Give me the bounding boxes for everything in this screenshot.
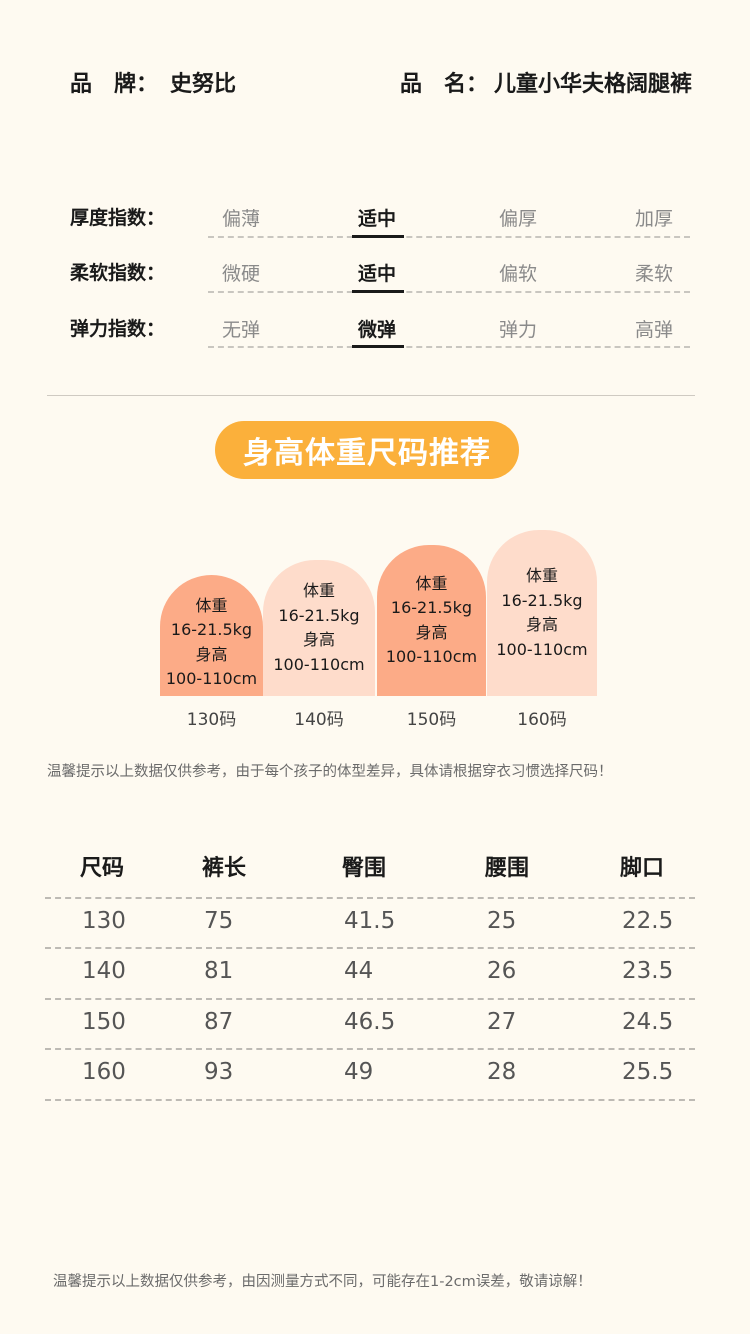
dashed-scale-line xyxy=(208,236,690,238)
product-name-label: 品 名： xyxy=(400,72,489,97)
table-header: 腰围 xyxy=(485,856,530,881)
index-option: 偏厚 xyxy=(499,208,538,230)
card-height: 100-110cm xyxy=(496,639,588,659)
divider xyxy=(47,395,695,396)
index-label: 弹力指数： xyxy=(70,318,166,340)
table-cell: 25.5 xyxy=(622,1058,674,1085)
table-cell: 130 xyxy=(82,908,126,934)
size-card: 体重 16-21.5kg 身高 100-110cm xyxy=(160,575,263,696)
selected-indicator xyxy=(352,235,404,238)
selected-indicator xyxy=(352,290,404,293)
table-cell: 46.5 xyxy=(344,1008,396,1035)
size-card: 体重 16-21.5kg 身高 100-110cm xyxy=(263,560,375,696)
table-divider xyxy=(45,998,695,1000)
selected-indicator xyxy=(352,345,404,348)
recommend-note: 温馨提示以上数据仅供参考，由于每个孩子的体型差异，具体请根据穿衣习惯选择尺码！ xyxy=(47,764,613,780)
index-option: 高弹 xyxy=(635,319,674,341)
card-weight-label: 体重 xyxy=(525,566,558,585)
table-cell: 24.5 xyxy=(622,1008,674,1035)
table-divider xyxy=(45,897,695,899)
brand-value: 史努比 xyxy=(170,72,237,97)
footer-note: 温馨提示以上数据仅供参考，由因测量方式不同，可能存在1-2cm误差，敬请谅解！ xyxy=(53,1274,592,1290)
table-cell: 49 xyxy=(344,1058,374,1085)
card-weight-label: 体重 xyxy=(415,573,448,593)
table-cell: 93 xyxy=(204,1058,234,1085)
card-weight-label: 体重 xyxy=(302,581,335,600)
product-name-value: 儿童小华夫格阔腿裤 xyxy=(494,72,693,97)
card-height-label: 身高 xyxy=(415,622,448,642)
index-label: 柔软指数： xyxy=(70,262,166,284)
index-option: 偏薄 xyxy=(222,208,261,230)
table-cell: 44 xyxy=(344,958,374,985)
table-header: 裤长 xyxy=(202,856,247,881)
table-divider xyxy=(45,1048,695,1050)
card-height-label: 身高 xyxy=(525,615,558,634)
table-divider xyxy=(45,947,695,949)
table-cell: 22.5 xyxy=(622,908,674,934)
card-height: 100-110cm xyxy=(385,647,478,666)
size-card: 体重 16-21.5kg 身高 100-110cm xyxy=(487,530,597,696)
table-cell: 150 xyxy=(82,1008,126,1035)
size-card: 体重 16-21.5kg 身高 100-110cm xyxy=(377,545,486,696)
dashed-scale-line xyxy=(208,291,690,293)
index-option: 适中 xyxy=(358,263,397,285)
table-cell: 28 xyxy=(487,1058,517,1085)
index-option: 加厚 xyxy=(635,208,674,230)
card-size-label: 140码 xyxy=(294,710,344,730)
card-height-label: 身高 xyxy=(195,644,228,664)
table-cell: 27 xyxy=(487,1008,517,1035)
card-size-label: 150码 xyxy=(406,710,457,730)
table-divider xyxy=(45,1099,695,1101)
table-cell: 160 xyxy=(82,1058,126,1085)
dashed-scale-line xyxy=(208,346,690,348)
index-option: 微弹 xyxy=(358,319,397,341)
index-option: 弹力 xyxy=(499,319,538,341)
table-cell: 81 xyxy=(204,958,234,985)
index-option: 无弹 xyxy=(222,319,261,341)
table-cell: 87 xyxy=(204,1008,234,1035)
card-weight: 16-21.5kg xyxy=(170,620,253,639)
card-size-label: 160码 xyxy=(517,710,567,730)
card-weight: 16-21.5kg xyxy=(390,598,473,617)
card-weight-label: 体重 xyxy=(195,595,228,615)
size-recommend-title: 身高体重尺码推荐 xyxy=(215,421,519,479)
card-height-label: 身高 xyxy=(302,630,335,649)
table-cell: 140 xyxy=(82,958,126,985)
index-label: 厚度指数： xyxy=(70,207,166,229)
table-cell: 41.5 xyxy=(344,908,396,934)
card-height: 100-110cm xyxy=(165,669,258,688)
card-weight: 16-21.5kg xyxy=(278,605,360,625)
index-option: 偏软 xyxy=(499,263,538,285)
table-header: 尺码 xyxy=(80,856,125,881)
table-cell: 75 xyxy=(204,908,234,934)
index-option: 微硬 xyxy=(222,263,261,285)
card-height: 100-110cm xyxy=(273,654,365,674)
card-weight: 16-21.5kg xyxy=(501,590,583,610)
table-header: 脚口 xyxy=(620,856,665,881)
table-header: 臀围 xyxy=(342,856,387,881)
table-cell: 23.5 xyxy=(622,958,674,985)
table-cell: 26 xyxy=(487,958,517,985)
brand-label: 品 牌： xyxy=(70,72,159,97)
index-option: 适中 xyxy=(358,208,397,230)
card-size-label: 130码 xyxy=(186,710,237,730)
table-cell: 25 xyxy=(487,908,517,934)
index-option: 柔软 xyxy=(635,263,674,285)
